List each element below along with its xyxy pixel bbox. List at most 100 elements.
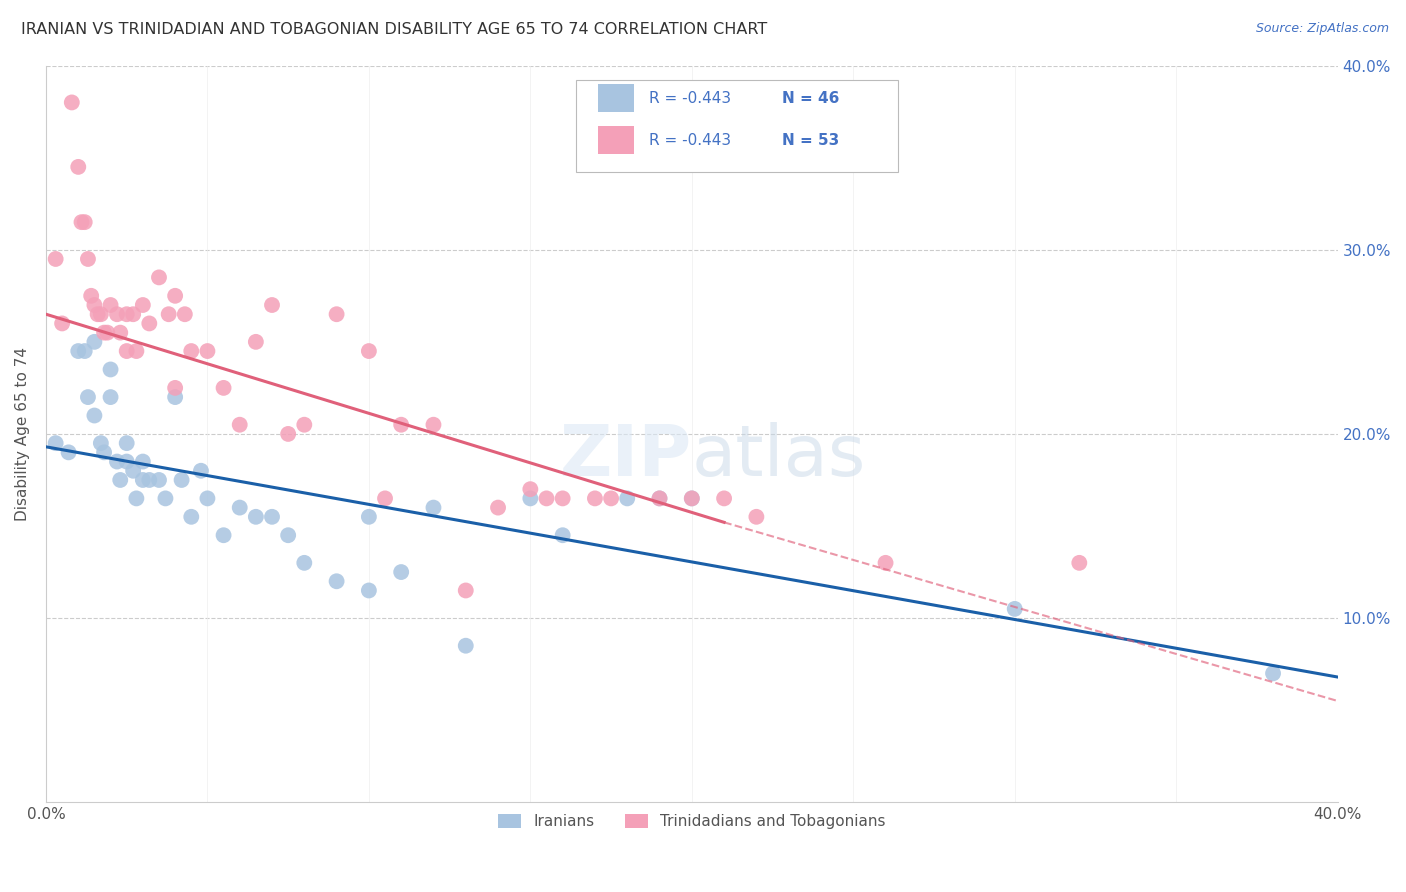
Point <box>67 160 90 174</box>
Point <box>60 95 83 110</box>
Y-axis label: Disability Age 65 to 74: Disability Age 65 to 74 <box>15 347 30 521</box>
Point <box>197 491 219 506</box>
Point <box>292 417 315 432</box>
Point <box>58 445 80 459</box>
Point <box>745 509 768 524</box>
FancyBboxPatch shape <box>598 84 634 112</box>
Point <box>110 473 132 487</box>
Point <box>67 344 90 359</box>
Point <box>325 307 347 321</box>
Point <box>132 473 155 487</box>
Point <box>83 298 105 312</box>
Point <box>115 307 138 321</box>
Point <box>357 344 380 359</box>
Point <box>228 417 250 432</box>
Point <box>115 436 138 450</box>
Point <box>115 454 138 468</box>
Point <box>80 289 103 303</box>
Point <box>1004 602 1026 616</box>
Point <box>73 344 96 359</box>
Point <box>70 215 93 229</box>
Point <box>100 390 122 404</box>
Point <box>260 298 283 312</box>
Point <box>125 344 148 359</box>
Point <box>83 334 105 349</box>
Point <box>551 528 574 542</box>
Point <box>93 326 115 340</box>
Point <box>86 307 108 321</box>
Text: IRANIAN VS TRINIDADIAN AND TOBAGONIAN DISABILITY AGE 65 TO 74 CORRELATION CHART: IRANIAN VS TRINIDADIAN AND TOBAGONIAN DI… <box>21 22 768 37</box>
Text: Source: ZipAtlas.com: Source: ZipAtlas.com <box>1256 22 1389 36</box>
Point <box>157 307 180 321</box>
Point <box>212 381 235 395</box>
Point <box>875 556 897 570</box>
Point <box>165 381 187 395</box>
Point <box>138 317 160 331</box>
Point <box>180 509 202 524</box>
Point <box>100 298 122 312</box>
Point <box>148 270 170 285</box>
Point <box>105 307 128 321</box>
Point <box>600 491 623 506</box>
Point <box>132 298 155 312</box>
Point <box>422 417 444 432</box>
Point <box>616 491 638 506</box>
Point <box>228 500 250 515</box>
Point <box>180 344 202 359</box>
Point <box>132 454 155 468</box>
Point <box>519 482 541 496</box>
Point <box>190 464 212 478</box>
Point <box>454 583 477 598</box>
Point <box>648 491 671 506</box>
Point <box>51 317 73 331</box>
Point <box>77 390 100 404</box>
Text: ZIP: ZIP <box>560 422 692 491</box>
Point <box>212 528 235 542</box>
Point <box>138 473 160 487</box>
Legend: Iranians, Trinidadians and Tobagonians: Iranians, Trinidadians and Tobagonians <box>492 808 891 835</box>
Point <box>122 307 145 321</box>
Point <box>245 509 267 524</box>
Point <box>277 426 299 441</box>
Point <box>100 362 122 376</box>
Point <box>422 500 444 515</box>
Point <box>170 473 193 487</box>
Point <box>1261 666 1284 681</box>
Point <box>292 556 315 570</box>
Point <box>105 454 128 468</box>
Point <box>96 326 118 340</box>
Point <box>155 491 177 506</box>
Point <box>148 473 170 487</box>
Point <box>389 417 412 432</box>
Point <box>90 436 112 450</box>
Point <box>173 307 195 321</box>
FancyBboxPatch shape <box>575 80 898 172</box>
Point <box>519 491 541 506</box>
Text: R = -0.443: R = -0.443 <box>650 90 731 105</box>
Point <box>536 491 558 506</box>
Point <box>110 326 132 340</box>
Text: N = 46: N = 46 <box>782 90 839 105</box>
Point <box>583 491 606 506</box>
Point <box>165 390 187 404</box>
Point <box>1069 556 1091 570</box>
Point <box>165 289 187 303</box>
Text: atlas: atlas <box>692 422 866 491</box>
Point <box>389 565 412 579</box>
Point <box>486 500 509 515</box>
Point <box>648 491 671 506</box>
Point <box>197 344 219 359</box>
Point <box>357 509 380 524</box>
Point <box>551 491 574 506</box>
Point <box>374 491 396 506</box>
Point <box>73 215 96 229</box>
Point <box>122 464 145 478</box>
Point <box>125 491 148 506</box>
Text: R = -0.443: R = -0.443 <box>650 133 731 147</box>
Text: N = 53: N = 53 <box>782 133 839 147</box>
Point <box>681 491 703 506</box>
Point <box>260 509 283 524</box>
Point <box>77 252 100 266</box>
Point <box>90 307 112 321</box>
Point <box>681 491 703 506</box>
